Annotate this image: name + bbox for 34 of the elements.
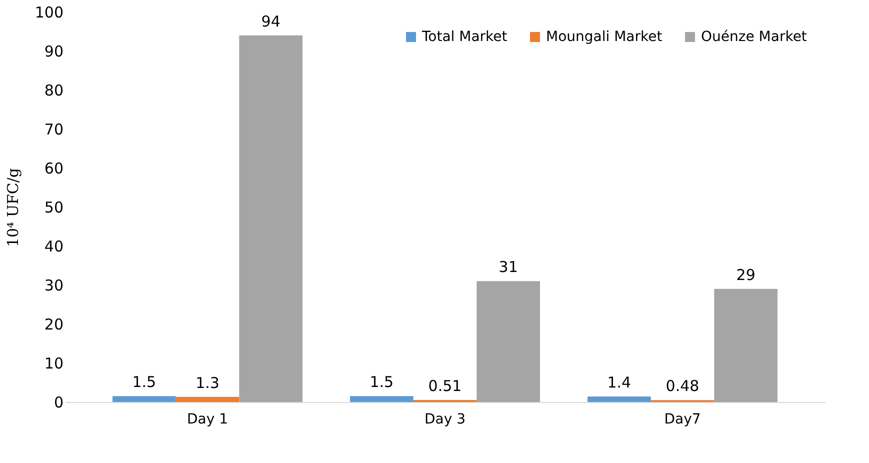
x-tick-label: Day 1 <box>186 412 228 428</box>
legend-label: Total Market <box>421 29 508 45</box>
y-tick-label: 0 <box>54 394 64 412</box>
data-label: 0.51 <box>428 377 462 396</box>
y-tick-label: 40 <box>44 238 64 256</box>
bar <box>476 281 540 402</box>
y-tick-label: 70 <box>44 120 64 138</box>
data-label: 31 <box>498 258 518 276</box>
y-tick-label: 30 <box>44 276 64 294</box>
legend-label: Moungali Market <box>546 29 663 45</box>
bar <box>112 396 176 402</box>
x-tick-label: Day7 <box>664 412 701 428</box>
y-tick-label: 10 <box>44 354 64 372</box>
y-tick-label: 80 <box>44 82 64 100</box>
bar <box>239 35 302 402</box>
y-tick-label: 60 <box>44 160 64 178</box>
data-label: 1.5 <box>370 373 394 392</box>
data-label: 1.5 <box>132 373 156 392</box>
bar <box>588 396 651 402</box>
y-tick-label: 20 <box>44 316 64 334</box>
bar <box>176 396 240 402</box>
data-label: 1.3 <box>196 374 220 392</box>
bar <box>714 288 778 402</box>
x-tick-label: Day 3 <box>424 412 466 428</box>
y-tick-label: 50 <box>44 198 64 216</box>
y-tick-label: 100 <box>34 4 64 22</box>
legend-label: Ouénze Market <box>701 29 808 45</box>
data-label: 1.4 <box>607 374 632 392</box>
data-label: 29 <box>736 266 756 284</box>
bar <box>350 396 414 402</box>
data-label: 94 <box>261 12 280 30</box>
data-label: 0.48 <box>666 377 700 396</box>
y-tick-label: 90 <box>44 42 64 60</box>
y-axis-title: 10⁴ UFC/g <box>4 168 22 248</box>
